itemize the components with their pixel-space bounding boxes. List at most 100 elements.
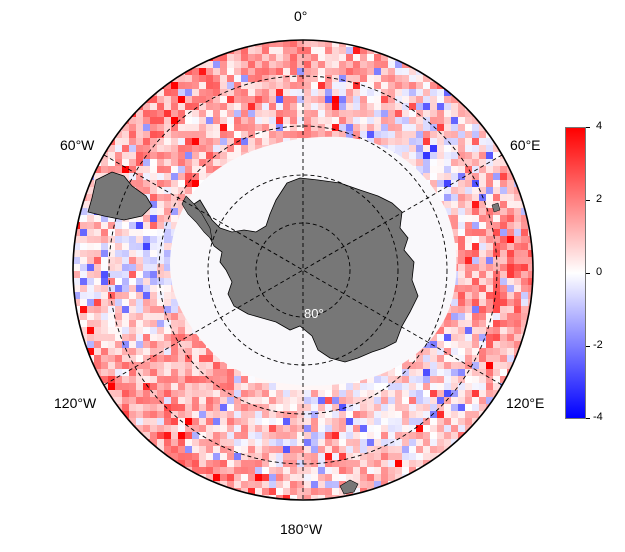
anomaly-cell [164, 75, 171, 82]
anomaly-cell [388, 82, 395, 89]
anomaly-cell [500, 236, 507, 243]
anomaly-cell [514, 341, 521, 348]
anomaly-cell [143, 285, 150, 292]
anomaly-cell [458, 271, 465, 278]
anomaly-cell [248, 467, 255, 474]
anomaly-cell [416, 369, 423, 376]
anomaly-cell [143, 383, 150, 390]
anomaly-cell [409, 467, 416, 474]
anomaly-cell [164, 460, 171, 467]
anomaly-cell [514, 327, 521, 334]
anomaly-cell [101, 362, 108, 369]
anomaly-cell [444, 152, 451, 159]
anomaly-cell [269, 439, 276, 446]
anomaly-cell [234, 383, 241, 390]
anomaly-cell [346, 124, 353, 131]
anomaly-cell [409, 159, 416, 166]
anomaly-cell [472, 376, 479, 383]
anomaly-cell [304, 474, 311, 481]
anomaly-cell [388, 110, 395, 117]
anomaly-cell [290, 82, 297, 89]
anomaly-cell [157, 236, 164, 243]
anomaly-cell [507, 306, 514, 313]
anomaly-cell [500, 229, 507, 236]
anomaly-cell [157, 229, 164, 236]
anomaly-cell [234, 89, 241, 96]
anomaly-cell [339, 411, 346, 418]
anomaly-cell [381, 110, 388, 117]
anomaly-cell [213, 425, 220, 432]
anomaly-cell [108, 285, 115, 292]
anomaly-cell [346, 425, 353, 432]
anomaly-cell [346, 75, 353, 82]
anomaly-cell [157, 131, 164, 138]
anomaly-cell [507, 229, 514, 236]
anomaly-cell [297, 439, 304, 446]
anomaly-cell [472, 292, 479, 299]
anomaly-cell [227, 96, 234, 103]
anomaly-cell [402, 117, 409, 124]
anomaly-cell [297, 488, 304, 495]
anomaly-cell [451, 306, 458, 313]
anomaly-cell [325, 40, 332, 47]
anomaly-cell [381, 446, 388, 453]
anomaly-cell [178, 187, 185, 194]
anomaly-cell [115, 278, 122, 285]
anomaly-cell [290, 47, 297, 54]
anomaly-cell [290, 54, 297, 61]
anomaly-cell [80, 222, 87, 229]
anomaly-cell [521, 348, 528, 355]
anomaly-cell [339, 432, 346, 439]
anomaly-cell [304, 453, 311, 460]
anomaly-cell [101, 285, 108, 292]
anomaly-cell [353, 446, 360, 453]
anomaly-cell [451, 201, 458, 208]
anomaly-cell [227, 124, 234, 131]
anomaly-cell [227, 131, 234, 138]
anomaly-cell [136, 285, 143, 292]
anomaly-cell [108, 306, 115, 313]
anomaly-cell [227, 82, 234, 89]
anomaly-cell [402, 397, 409, 404]
anomaly-cell [493, 355, 500, 362]
anomaly-cell [129, 362, 136, 369]
anomaly-cell [339, 117, 346, 124]
anomaly-cell [304, 439, 311, 446]
anomaly-cell [458, 432, 465, 439]
anomaly-cell [241, 404, 248, 411]
anomaly-cell [374, 110, 381, 117]
anomaly-cell [479, 369, 486, 376]
anomaly-cell [220, 474, 227, 481]
anomaly-cell [311, 397, 318, 404]
anomaly-cell [486, 215, 493, 222]
anomaly-cell [150, 201, 157, 208]
anomaly-cell [150, 285, 157, 292]
anomaly-cell [451, 194, 458, 201]
anomaly-cell [108, 222, 115, 229]
anomaly-cell [423, 453, 430, 460]
anomaly-cell [157, 138, 164, 145]
anomaly-cell [465, 187, 472, 194]
anomaly-cell [472, 348, 479, 355]
anomaly-cell [101, 376, 108, 383]
anomaly-cell [241, 383, 248, 390]
anomaly-cell [479, 292, 486, 299]
anomaly-cell [157, 376, 164, 383]
colorbar-tick-4 [586, 127, 590, 128]
anomaly-cell [108, 229, 115, 236]
anomaly-cell [451, 117, 458, 124]
anomaly-cell [143, 215, 150, 222]
anomaly-cell [304, 488, 311, 495]
anomaly-cell [423, 124, 430, 131]
anomaly-cell [507, 355, 514, 362]
anomaly-cell [374, 453, 381, 460]
anomaly-cell [507, 194, 514, 201]
anomaly-cell [269, 446, 276, 453]
anomaly-cell [374, 131, 381, 138]
colorbar-tick-0 [586, 273, 590, 274]
anomaly-cell [395, 383, 402, 390]
anomaly-cell [297, 453, 304, 460]
anomaly-cell [199, 61, 206, 68]
anomaly-cell [206, 460, 213, 467]
anomaly-cell [325, 488, 332, 495]
